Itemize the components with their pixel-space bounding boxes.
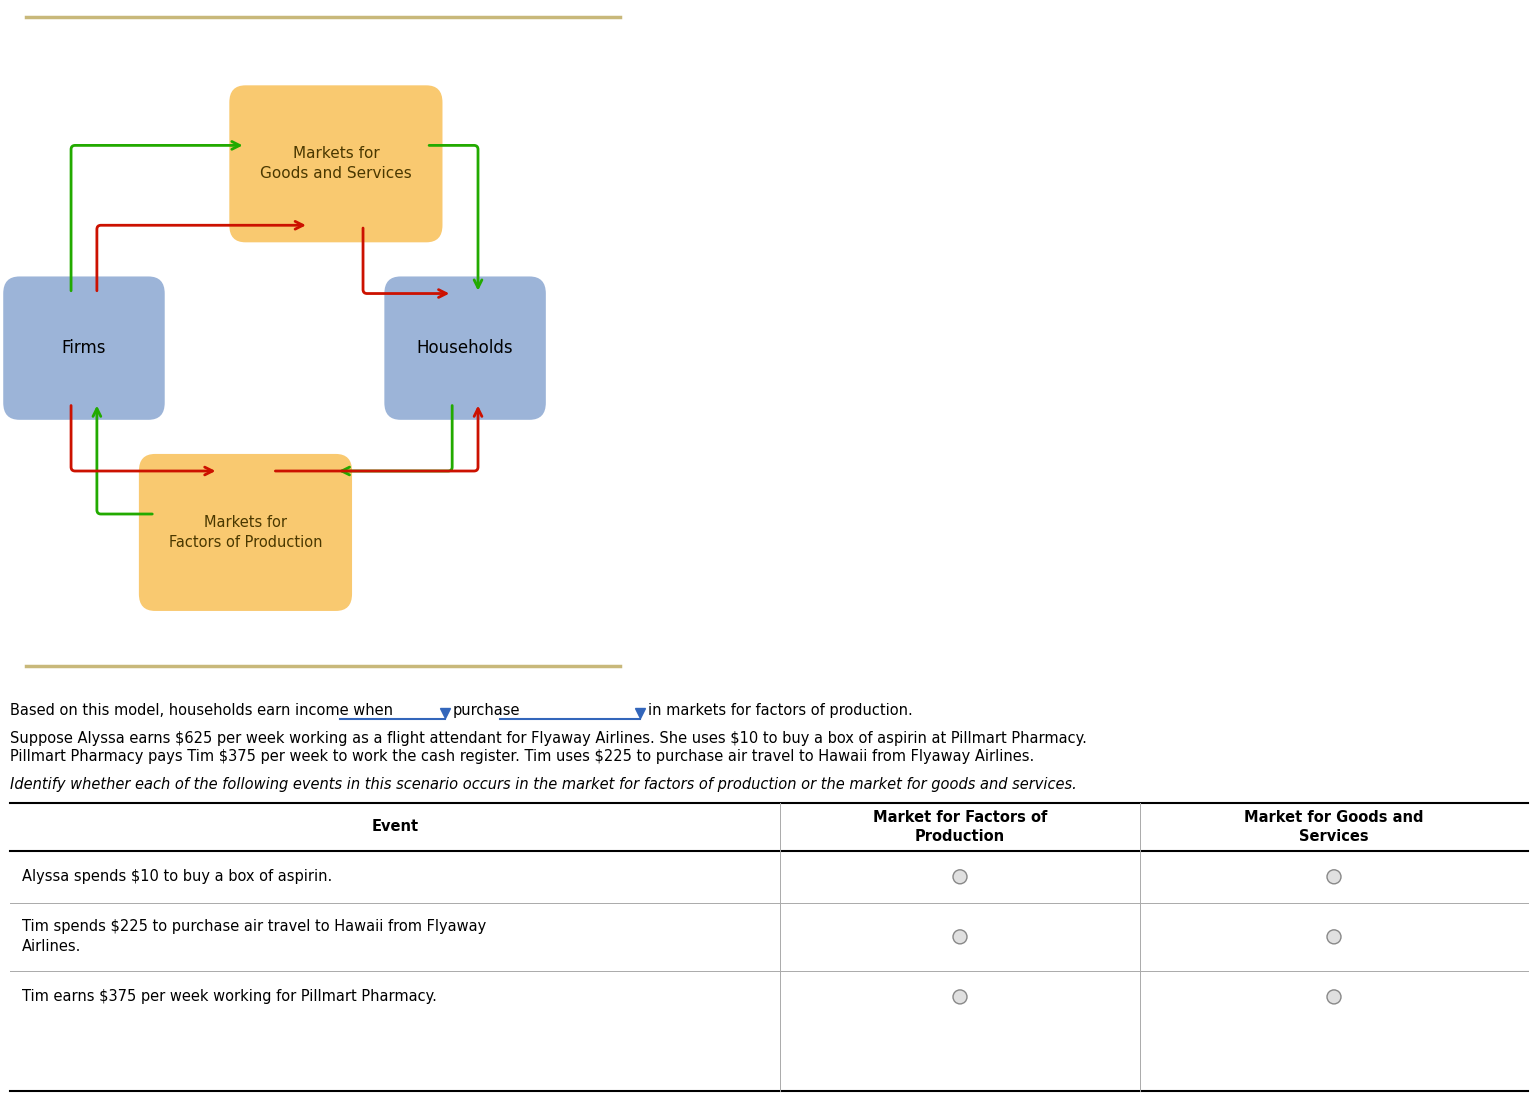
FancyBboxPatch shape <box>384 276 546 419</box>
Text: Pillmart Pharmacy pays Tim \$375 per week to work the cash register. Tim uses \$: Pillmart Pharmacy pays Tim \$375 per wee… <box>11 749 1034 764</box>
Text: Markets for
Factors of Production: Markets for Factors of Production <box>169 515 323 549</box>
Circle shape <box>1327 870 1341 884</box>
Text: Identify whether each of the following events in this scenario occurs in the mar: Identify whether each of the following e… <box>11 777 1077 793</box>
Text: Markets for
Goods and Services: Markets for Goods and Services <box>260 146 412 182</box>
Text: Firms: Firms <box>62 339 106 357</box>
Circle shape <box>954 930 967 944</box>
Text: Tim earns \$375 per week working for Pillmart Pharmacy.: Tim earns \$375 per week working for Pil… <box>22 990 437 1004</box>
FancyBboxPatch shape <box>138 454 352 611</box>
Circle shape <box>1327 930 1341 944</box>
Text: in markets for factors of production.: in markets for factors of production. <box>647 704 912 718</box>
Text: Event: Event <box>372 819 418 835</box>
Text: Suppose Alyssa earns \$625 per week working as a flight attendant for Flyaway Ai: Suppose Alyssa earns \$625 per week work… <box>11 731 1087 746</box>
Text: Tim spends \$225 to purchase air travel to Hawaii from Flyaway
Airlines.: Tim spends \$225 to purchase air travel … <box>22 919 486 955</box>
Circle shape <box>954 870 967 884</box>
Circle shape <box>1327 990 1341 1004</box>
Text: Households: Households <box>417 339 514 357</box>
FancyBboxPatch shape <box>3 276 165 419</box>
Circle shape <box>954 990 967 1004</box>
Text: purchase: purchase <box>454 704 520 718</box>
Text: Alyssa spends \$10 to buy a box of aspirin.: Alyssa spends \$10 to buy a box of aspir… <box>22 870 332 884</box>
Text: Market for Goods and
Services: Market for Goods and Services <box>1244 810 1424 843</box>
Text: Based on this model, households earn income when: Based on this model, households earn inc… <box>11 704 394 718</box>
Text: Market for Factors of
Production: Market for Factors of Production <box>872 810 1047 843</box>
FancyBboxPatch shape <box>229 86 443 242</box>
